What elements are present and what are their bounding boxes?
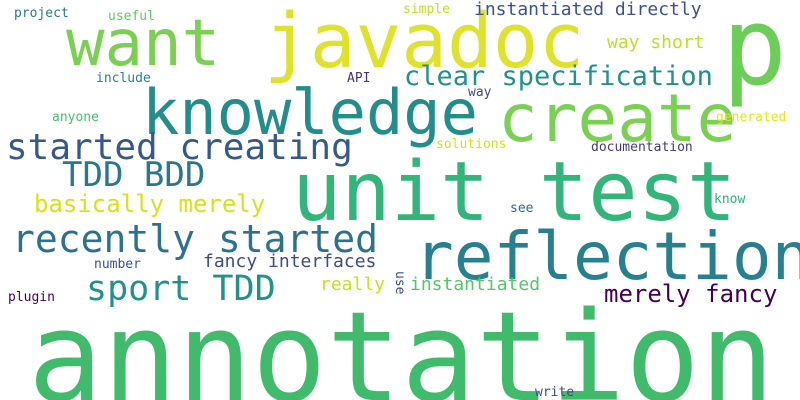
word-plugin: plugin <box>8 290 55 305</box>
word-way: way <box>468 85 492 100</box>
word-generated: generated <box>716 110 787 125</box>
word-api: API <box>347 71 371 86</box>
word-recently-started: recently started <box>12 217 379 261</box>
word-fancy-interfaces: fancy interfaces <box>203 251 377 272</box>
word-basically-merely: basically merely <box>34 190 266 218</box>
word-anyone: anyone <box>52 110 99 125</box>
word-number: number <box>94 257 141 272</box>
word-unit-test: unit test <box>292 145 737 240</box>
word-create: create <box>498 80 737 157</box>
word-javadoc: javadoc <box>264 0 585 85</box>
word-project: project <box>14 6 69 21</box>
word-solutions: solutions <box>436 137 507 152</box>
word-p: p <box>722 0 788 110</box>
word-clear-specification: clear specification <box>404 61 713 92</box>
word-useful: useful <box>108 9 155 24</box>
word-really: really <box>320 274 386 295</box>
word-know: know <box>714 192 746 207</box>
word-knowledge: knowledge <box>142 76 478 149</box>
word-annotation: annotation <box>28 286 775 400</box>
word-use: use <box>392 271 407 295</box>
word-include: include <box>96 71 151 86</box>
word-see: see <box>510 201 534 216</box>
word-simple: simple <box>403 2 450 17</box>
word-tdd-bdd: TDD BDD <box>62 155 206 195</box>
word-write: write <box>535 385 575 400</box>
word-instantiated: instantiated <box>410 274 541 295</box>
word-reflection: reflection <box>414 218 800 295</box>
word-instantiated-directly: instantiated directly <box>474 0 702 20</box>
word-documentation: documentation <box>591 140 693 155</box>
word-want: want <box>66 7 221 81</box>
word-sport-tdd: sport TDD <box>86 269 276 309</box>
word-started-creating: started creating <box>6 127 353 168</box>
word-way-short: way short <box>607 32 705 53</box>
word-merely-fancy: merely fancy <box>604 280 778 308</box>
